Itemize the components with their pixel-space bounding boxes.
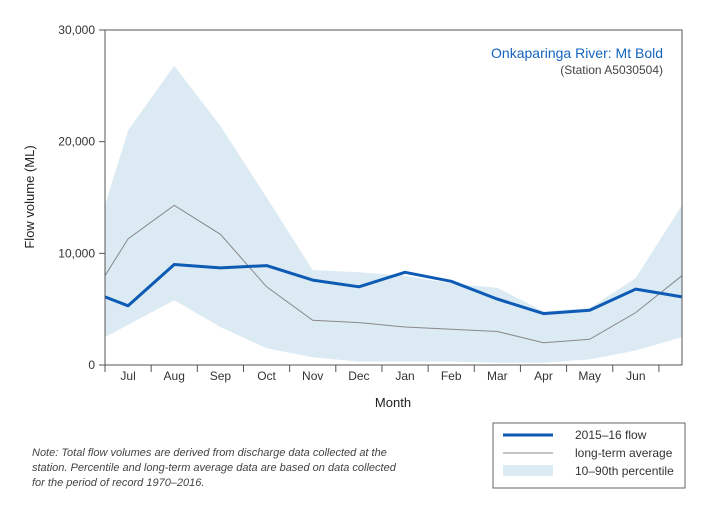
x-axis: Jul Aug Sep Oct Nov Dec Jan Feb Mar Apr May Jun <box>104 365 660 383</box>
x-tick-label-jun: Jun <box>626 369 645 383</box>
chart-title: Onkaparinga River: Mt Bold <box>491 45 663 61</box>
x-tick-label-nov: Nov <box>302 369 323 383</box>
legend-label-flow: 2015–16 flow <box>575 428 647 442</box>
legend-swatch-band <box>503 465 553 476</box>
flow-2015-16-line <box>104 263 683 316</box>
y-axis: 0 10,000 20,000 30,000 <box>58 23 105 372</box>
plot-frame <box>104 29 683 366</box>
x-tick-label-sep: Sep <box>210 369 232 383</box>
x-tick-label-jan: Jan <box>395 369 414 383</box>
x-axis-title: Month <box>375 395 411 410</box>
long-term-average-line <box>104 204 683 344</box>
percentile-band <box>105 65 682 363</box>
y-tick-label: 10,000 <box>58 246 95 260</box>
y-tick-label: 20,000 <box>58 135 95 149</box>
footnote: Note: Total flow volumes are derived fro… <box>32 447 396 489</box>
x-tick-label-apr: Apr <box>534 369 553 383</box>
y-axis-title: Flow volume (ML) <box>22 145 37 248</box>
y-tick-label: 30,000 <box>58 23 95 37</box>
x-tick-label-may: May <box>578 369 601 383</box>
x-tick-label-feb: Feb <box>441 369 462 383</box>
chart-subtitle: (Station A5030504) <box>560 63 663 77</box>
x-tick-label-mar: Mar <box>487 369 508 383</box>
legend-label-band: 10–90th percentile <box>575 464 674 478</box>
x-tick-label-aug: Aug <box>164 369 185 383</box>
x-tick-label-oct: Oct <box>257 369 276 383</box>
legend: 2015–16 flow long-term average 10–90th p… <box>492 422 686 489</box>
x-tick-label-dec: Dec <box>348 369 369 383</box>
y-tick-label: 0 <box>88 358 95 372</box>
legend-label-average: long-term average <box>575 446 673 460</box>
x-tick-label-jul: Jul <box>120 369 135 383</box>
